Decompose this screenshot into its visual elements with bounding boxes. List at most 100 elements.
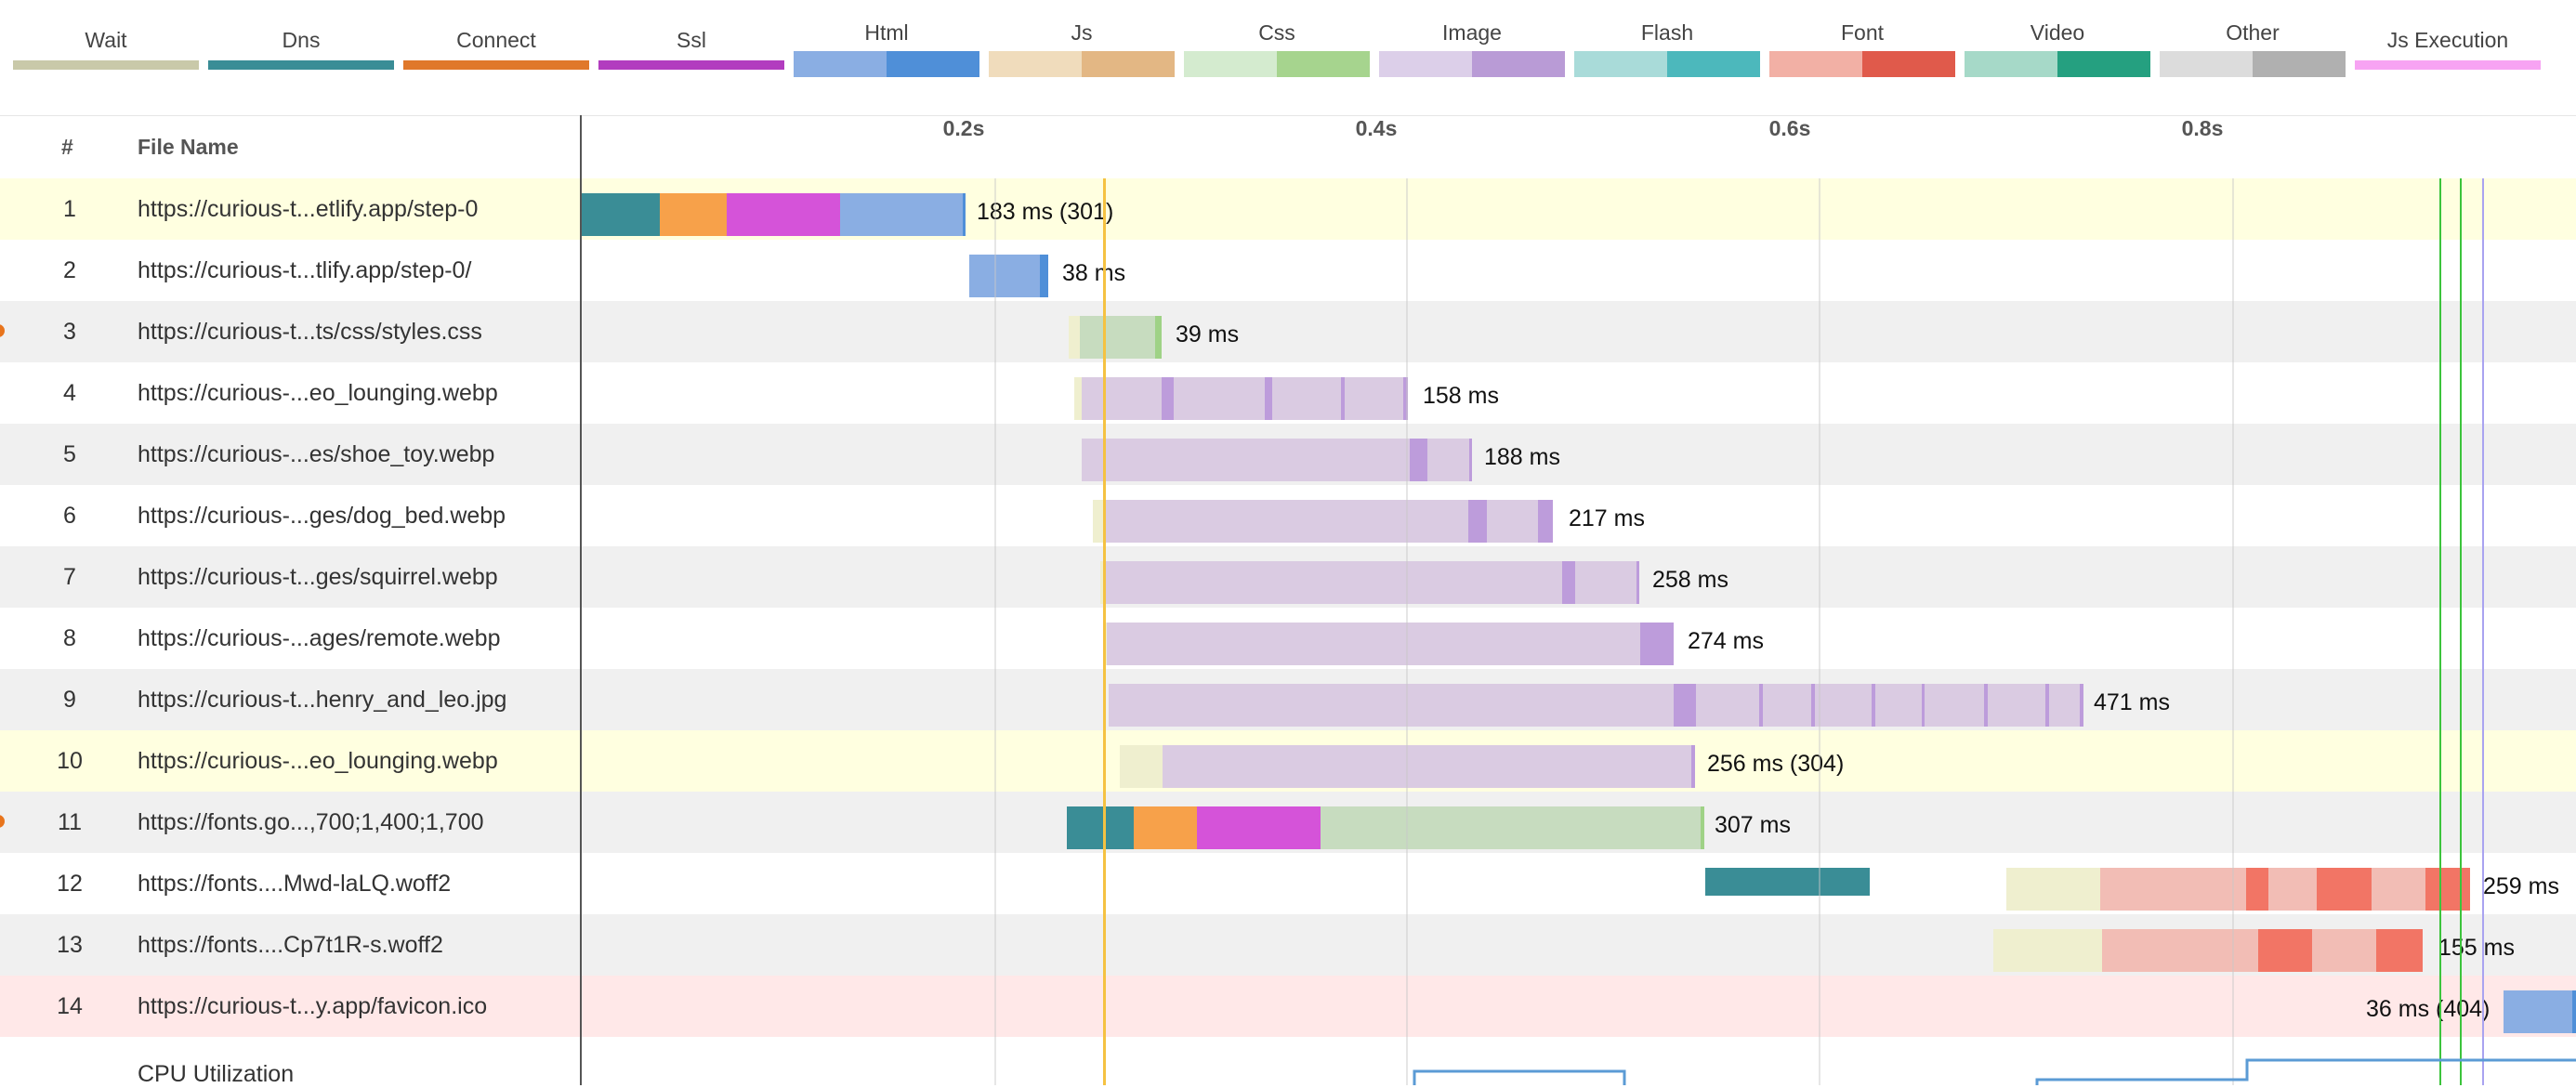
request-row[interactable]: 7 https://curious-t...ges/squirrel.webp 25… — [0, 546, 2576, 608]
time-gridline — [994, 178, 996, 1085]
timing-bar-segment — [1074, 377, 1082, 420]
request-row[interactable]: 6 https://curious-...ges/dog_bed.webp 217 … — [0, 485, 2576, 546]
timing-bar-segment — [1265, 377, 1272, 420]
request-row[interactable]: 8 https://curious-...ages/remote.webp 274 … — [0, 608, 2576, 669]
legend-label: Other — [2226, 20, 2280, 45]
timing-bar-segment — [1925, 684, 1984, 727]
request-url[interactable]: https://fonts....Mwd-laLQ.woff2 — [138, 871, 452, 897]
request-duration: 307 ms — [1715, 812, 1791, 838]
timing-bar-segment — [1162, 377, 1174, 420]
request-row[interactable]: 14 https://curious-t...y.app/favicon.ico 3… — [0, 976, 2576, 1037]
legend-swatch — [13, 60, 199, 70]
on-load-line — [2460, 178, 2462, 1085]
request-row[interactable]: 2 https://curious-t...tlify.app/step-0/38… — [0, 240, 2576, 301]
request-url[interactable]: https://curious-...es/shoe_toy.webp — [138, 441, 495, 467]
legend-item-font: Font — [1769, 0, 1955, 115]
timing-bar-segment — [1134, 806, 1197, 849]
request-row[interactable]: 4 https://curious-...eo_lounging.webp 158 … — [0, 362, 2576, 424]
request-number: 1 — [63, 196, 76, 222]
request-url[interactable]: https://curious-t...tlify.app/step-0/ — [138, 257, 472, 283]
request-url[interactable]: https://curious-...eo_lounging.webp — [138, 380, 498, 406]
timing-bar-segment — [1815, 684, 1872, 727]
timing-bar-segment — [2049, 684, 2080, 727]
legend-swatch — [2160, 51, 2346, 77]
waterfall-header: # File Name 0.2s 0.4s 0.6s 0.8s — [0, 116, 2576, 177]
request-number: 3 — [63, 319, 76, 345]
timing-bar-segment — [1104, 561, 1562, 604]
timing-bar-segment — [1469, 439, 1472, 481]
request-url[interactable]: https://curious-t...ges/squirrel.webp — [138, 564, 498, 590]
request-url[interactable]: https://fonts....Cp7t1R-s.woff2 — [138, 932, 443, 958]
request-number: 6 — [63, 503, 76, 529]
request-row[interactable]: 9 https://curious-t...henry_and_leo.jpg 47… — [0, 669, 2576, 730]
timing-bar-segment — [2268, 868, 2317, 911]
legend-item-video: Video — [1965, 0, 2150, 115]
timing-bar-segment — [1696, 684, 1759, 727]
timing-bar-segment — [1875, 684, 1922, 727]
timing-bar-segment — [1763, 684, 1811, 727]
request-number: 11 — [58, 809, 82, 835]
timing-bar-segment — [1636, 561, 1639, 604]
timing-bar-segment — [2100, 868, 2246, 911]
timing-bar-segment — [1174, 377, 1265, 420]
request-row[interactable]: 3 https://curious-t...ts/css/styles.css 39… — [0, 301, 2576, 362]
request-duration: 217 ms — [1569, 505, 1645, 531]
timing-bar-segment — [1984, 684, 1988, 727]
request-url[interactable]: https://curious-...eo_lounging.webp — [138, 748, 498, 774]
request-duration: 259 ms — [2483, 873, 2559, 899]
time-tick-label: 0.6s — [1768, 116, 1811, 140]
render-blocking-indicator — [0, 324, 5, 337]
legend-swatch — [794, 51, 979, 77]
start-render-line — [1103, 178, 1106, 1085]
legend-label: Wait — [85, 28, 127, 52]
request-url[interactable]: https://curious-t...etlify.app/step-0 — [138, 196, 479, 222]
timing-bar-segment — [2504, 990, 2572, 1033]
request-url[interactable]: https://curious-...ages/remote.webp — [138, 625, 501, 651]
legend-swatch — [1184, 51, 1370, 77]
timing-bar-segment — [1640, 623, 1674, 665]
request-url[interactable]: https://curious-t...henry_and_leo.jpg — [138, 687, 507, 713]
timing-bar-segment — [660, 193, 727, 236]
request-row[interactable]: 5 https://curious-...es/shoe_toy.webp 188 … — [0, 424, 2576, 485]
request-row[interactable]: 13 https://fonts....Cp7t1R-s.woff2 155 ms — [0, 914, 2576, 976]
timing-bar-segment — [2312, 929, 2376, 972]
timing-bar-segment — [2006, 868, 2100, 911]
legend-swatch — [1965, 51, 2150, 77]
timing-bar-segment — [1345, 377, 1403, 420]
request-url[interactable]: https://fonts.go...,700;1,400;1,700 — [138, 809, 484, 835]
timing-bar-segment — [1922, 684, 1925, 727]
timing-bar-segment — [2425, 868, 2470, 911]
time-tick-label: 0.4s — [1355, 116, 1398, 140]
legend-label: Connect — [456, 28, 536, 52]
request-url[interactable]: https://curious-t...ts/css/styles.css — [138, 319, 482, 345]
request-duration: 471 ms — [2094, 689, 2170, 715]
timing-bar-segment — [2372, 868, 2425, 911]
timing-bar-segment — [1120, 745, 1163, 788]
timing-bar-segment — [1067, 806, 1134, 849]
timing-bar-segment — [2572, 990, 2576, 1033]
timing-bar-segment — [1872, 684, 1875, 727]
document-complete-line — [2482, 178, 2484, 1085]
timing-bar-segment — [1759, 684, 1763, 727]
timing-bar-segment — [1321, 806, 1701, 849]
request-duration: 39 ms — [1176, 321, 1240, 347]
timing-bar-segment — [1993, 929, 2102, 972]
timing-bar-segment — [1575, 561, 1636, 604]
legend-label: Image — [1442, 20, 1502, 45]
timing-bar-segment — [1674, 684, 1696, 727]
timing-bar-segment — [1701, 806, 1704, 849]
timing-bar-segment — [1082, 439, 1410, 481]
request-duration: 158 ms — [1423, 383, 1499, 409]
request-url[interactable]: https://curious-...ges/dog_bed.webp — [138, 503, 506, 529]
request-row[interactable]: 12 https://fonts....Mwd-laLQ.woff2 259 ms — [0, 853, 2576, 914]
request-url[interactable]: https://curious-t...y.app/favicon.ico — [138, 993, 488, 1019]
request-duration: 38 ms — [1062, 260, 1126, 286]
request-row[interactable]: 10 https://curious-...eo_lounging.webp 256… — [0, 730, 2576, 792]
request-row[interactable]: 11 https://fonts.go...,700;1,400;1,700 307… — [0, 792, 2576, 853]
time-tick-label: 0.8s — [2181, 116, 2224, 140]
timing-bar-segment — [1106, 500, 1468, 543]
legend-item-other: Other — [2160, 0, 2346, 115]
legend-item-connect: Connect — [403, 0, 589, 115]
timing-bar-segment — [2246, 868, 2268, 911]
request-row[interactable]: 1 https://curious-t...etlify.app/step-0 18… — [0, 178, 2576, 240]
